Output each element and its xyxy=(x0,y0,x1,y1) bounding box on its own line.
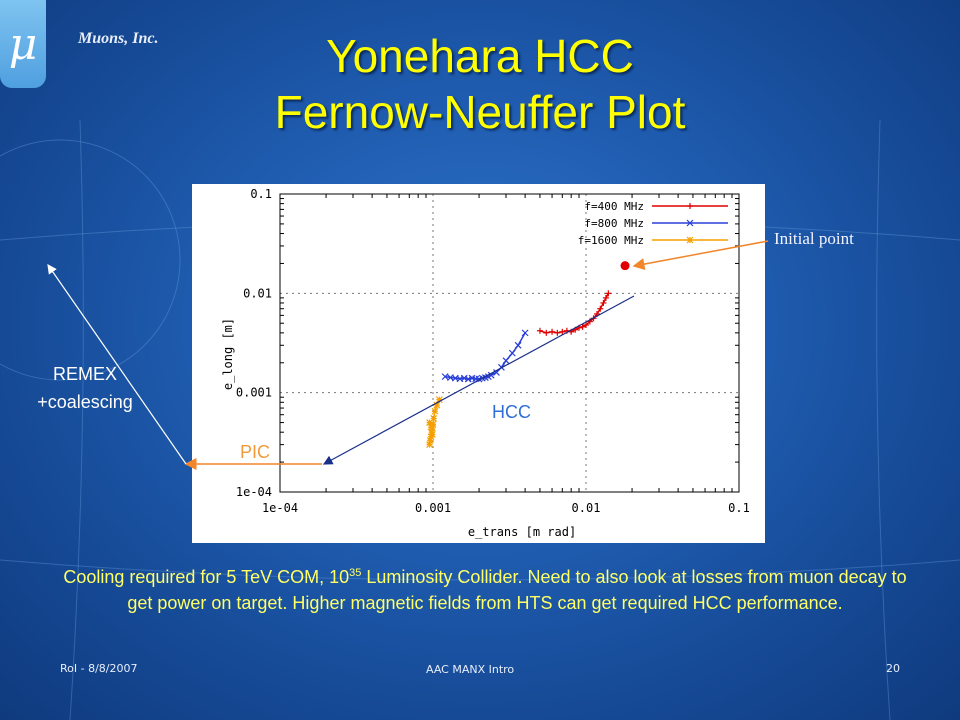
initial-point-marker xyxy=(620,261,630,271)
caption-exponent: 35 xyxy=(349,567,362,579)
slide-title: Yonehara HCC Fernow-Neuffer Plot xyxy=(200,28,760,140)
mu-logo: μ xyxy=(0,0,46,88)
x-tick-label: 0.1 xyxy=(728,501,750,515)
footer-date: RoI - 8/8/2007 xyxy=(60,662,138,675)
x-tick-label: 0.001 xyxy=(415,501,451,515)
pic-label: PIC xyxy=(240,442,271,462)
remex-line-2: +coalescing xyxy=(37,392,133,412)
y-tick-label: 0.1 xyxy=(250,187,272,201)
legend-entry-label: f=400 MHz xyxy=(584,200,644,213)
initial-point-label: Initial point xyxy=(774,229,854,248)
y-tick-label: 0.01 xyxy=(243,286,272,300)
plot-image: 1e-04 1e-04 0.001 0.001 0.01 0.01 0.1 0.1 f=400… xyxy=(192,184,765,543)
x-axis-label: e_trans [m rad] xyxy=(468,525,576,539)
chart-legend: f=400 MHz f=800 MHz f=1600 MHz xyxy=(578,200,728,247)
y-tick-label: 0.001 xyxy=(236,386,272,400)
fernow-neuffer-chart: 1e-04 1e-04 0.001 0.001 0.01 0.01 0.1 0.1 f=400… xyxy=(192,184,765,543)
chart-ticks: 1e-04 1e-04 0.001 0.001 0.01 0.01 0.1 0.1 xyxy=(236,187,750,515)
caption-part-1: Cooling required for 5 TeV COM, 10 xyxy=(63,567,350,587)
title-line-1: Yonehara HCC xyxy=(326,30,634,82)
legend-entry-label: f=800 MHz xyxy=(584,217,644,230)
remex-label: REMEX +coalescing xyxy=(20,360,150,416)
footer-title: AAC MANX Intro xyxy=(426,663,515,676)
x-tick-label: 1e-04 xyxy=(262,501,298,515)
remex-line-1: REMEX xyxy=(52,364,117,384)
hcc-label: HCC xyxy=(492,402,531,422)
plot-border xyxy=(279,193,740,493)
company-name: Muons, Inc. xyxy=(78,30,159,47)
legend-entry-label: f=1600 MHz xyxy=(578,234,644,247)
caption-part-2: Luminosity Collider. Need to also look a… xyxy=(127,567,907,613)
chart-axes xyxy=(279,193,740,493)
y-axis-label: e_long [m] xyxy=(221,318,235,390)
data-point xyxy=(428,430,436,438)
slide-caption: Cooling required for 5 TeV COM, 1035 Lum… xyxy=(60,560,910,616)
data-point xyxy=(427,423,435,431)
data-point xyxy=(430,415,438,422)
data-point xyxy=(605,290,612,297)
data-point xyxy=(431,407,439,415)
logo-glyph: μ xyxy=(8,18,38,70)
x-tick-label: 0.01 xyxy=(572,501,601,515)
data-point xyxy=(435,396,443,404)
title-line-2: Fernow-Neuffer Plot xyxy=(274,86,686,138)
y-tick-label: 1e-04 xyxy=(236,485,272,499)
slide-number: 20 xyxy=(886,662,900,675)
